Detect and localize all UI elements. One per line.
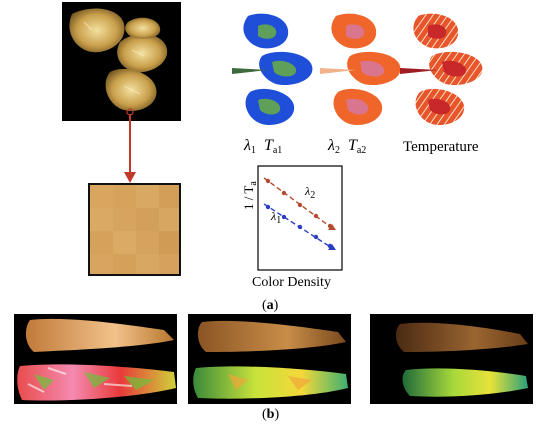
lambda1-series-label: λ1 (271, 209, 281, 226)
flame-photo (62, 2, 181, 121)
lambda1-subscript: 1 (250, 145, 256, 156)
panel-a-letter: a (266, 298, 274, 313)
panel-a-label: (a) (262, 298, 279, 313)
flame-photo-graphic (62, 2, 181, 121)
lambda1-point (265, 204, 271, 210)
panel-b-image-2 (188, 314, 351, 404)
lambda1-point (313, 234, 319, 240)
lambda1-ta1-label: λ1 Ta1 (244, 137, 282, 156)
lambda2-symbol: λ (328, 137, 335, 154)
lambda2-point (313, 213, 319, 219)
ta1-subscript: a1 (272, 145, 283, 156)
panel-b-letter: b (266, 407, 275, 422)
panel-b-image-2-graphic (193, 320, 348, 399)
lambda2-point (281, 190, 287, 196)
inset-y-axis-label: 1 / Ta (241, 181, 259, 210)
lambda2-series-symbol: λ (305, 184, 311, 198)
lambda2-arrowhead (328, 224, 336, 230)
lambda2-subscript: 2 (334, 145, 340, 156)
orange-flame-map (320, 13, 401, 126)
inset-plot (257, 165, 343, 271)
lambda1-symbol: λ (244, 137, 251, 154)
lambda2-series-label: λ2 (305, 184, 315, 201)
lambda1-arrowhead (328, 244, 336, 250)
temperature-flame-map (400, 13, 483, 126)
inset-y-axis-subscript: a (248, 181, 259, 186)
blue-flame-map (232, 13, 313, 126)
lambda2-point (297, 202, 303, 208)
ta2-subscript: a2 (356, 145, 367, 156)
zoomed-pixel-box (88, 183, 181, 276)
panel-b-image-3 (370, 314, 533, 404)
lambda2-series-line (263, 177, 333, 229)
inset-x-axis-label: Color Density (252, 275, 331, 290)
temperature-label: Temperature (403, 139, 479, 155)
lambda1-point (281, 214, 287, 220)
panel-b-image-1 (14, 314, 177, 404)
lambda2-ta2-label: λ2 Ta2 (328, 137, 366, 156)
lambda1-point (297, 224, 303, 230)
panel-b-label: (b) (262, 407, 280, 422)
ta2-symbol: T (347, 137, 357, 154)
lambda2-series-subscript: 2 (310, 190, 316, 201)
lambda1-series-symbol: λ (271, 209, 277, 223)
lambda2-point (265, 178, 271, 184)
inset-y-axis-text: 1 / T (241, 185, 256, 210)
inset-plot-frame (257, 165, 343, 271)
lambda1-series-subscript: 1 (276, 215, 282, 226)
panel-b-image-1-graphic (17, 318, 176, 401)
panel-b-image-3-graphic (395, 322, 528, 397)
ta1-symbol: T (263, 137, 273, 154)
lambda1-series-line (263, 203, 333, 249)
